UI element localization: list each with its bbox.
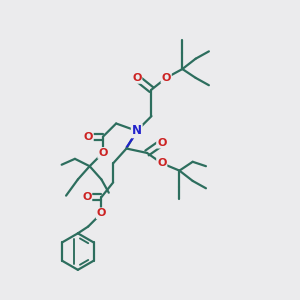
Text: O: O xyxy=(132,73,141,83)
Polygon shape xyxy=(125,132,138,147)
Text: N: N xyxy=(132,124,142,137)
Text: O: O xyxy=(83,132,93,142)
Text: O: O xyxy=(98,148,108,158)
Text: O: O xyxy=(82,192,92,202)
Text: O: O xyxy=(161,73,171,83)
Text: O: O xyxy=(97,208,106,218)
Text: O: O xyxy=(157,158,167,168)
Text: O: O xyxy=(157,138,167,148)
